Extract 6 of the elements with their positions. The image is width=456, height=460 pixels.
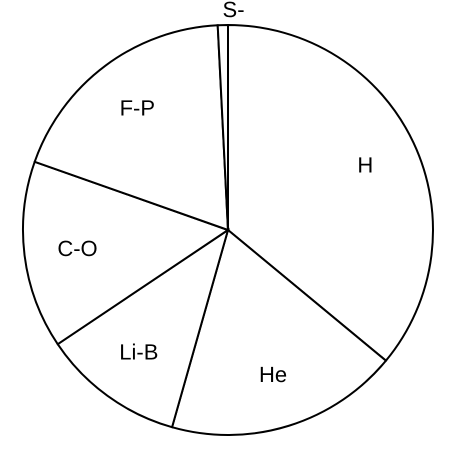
- slice-label: S-: [222, 0, 245, 22]
- slice-label: F-P: [120, 95, 156, 120]
- slice-label: Li-B: [119, 340, 158, 365]
- slice-label: C-O: [57, 236, 98, 262]
- slice-label: H: [357, 152, 374, 178]
- slice-label: He: [259, 362, 288, 387]
